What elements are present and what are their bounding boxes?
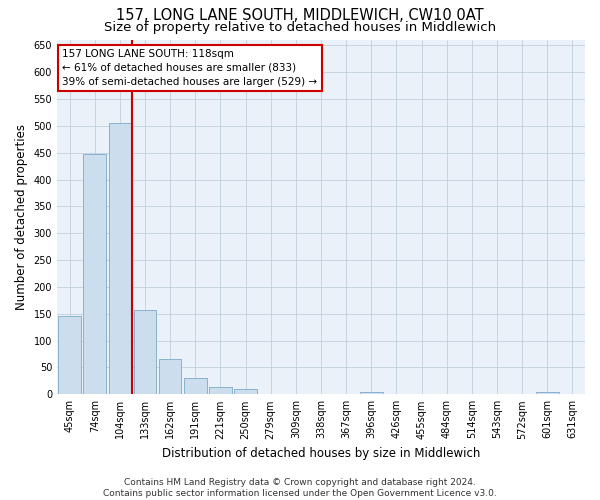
Bar (83, 154, 106, 394)
Bar (134, 310, 157, 394)
Bar (184, 378, 206, 394)
Text: 157 LONG LANE SOUTH: 118sqm
← 61% of detached houses are smaller (833)
39% of se: 157 LONG LANE SOUTH: 118sqm ← 61% of det… (62, 49, 317, 87)
Y-axis label: Number of detached properties: Number of detached properties (15, 124, 28, 310)
Bar (58, 316, 81, 394)
Text: Contains HM Land Registry data © Crown copyright and database right 2024.
Contai: Contains HM Land Registry data © Crown c… (103, 478, 497, 498)
Bar (109, 123, 131, 394)
X-axis label: Distribution of detached houses by size in Middlewich: Distribution of detached houses by size … (162, 447, 480, 460)
Text: 157, LONG LANE SOUTH, MIDDLEWICH, CW10 0AT: 157, LONG LANE SOUTH, MIDDLEWICH, CW10 0… (116, 8, 484, 22)
Text: Size of property relative to detached houses in Middlewich: Size of property relative to detached ho… (104, 22, 496, 35)
Bar (234, 390, 257, 394)
Bar (360, 392, 383, 394)
Bar (209, 387, 232, 394)
Bar (159, 360, 181, 394)
Bar (536, 392, 559, 394)
